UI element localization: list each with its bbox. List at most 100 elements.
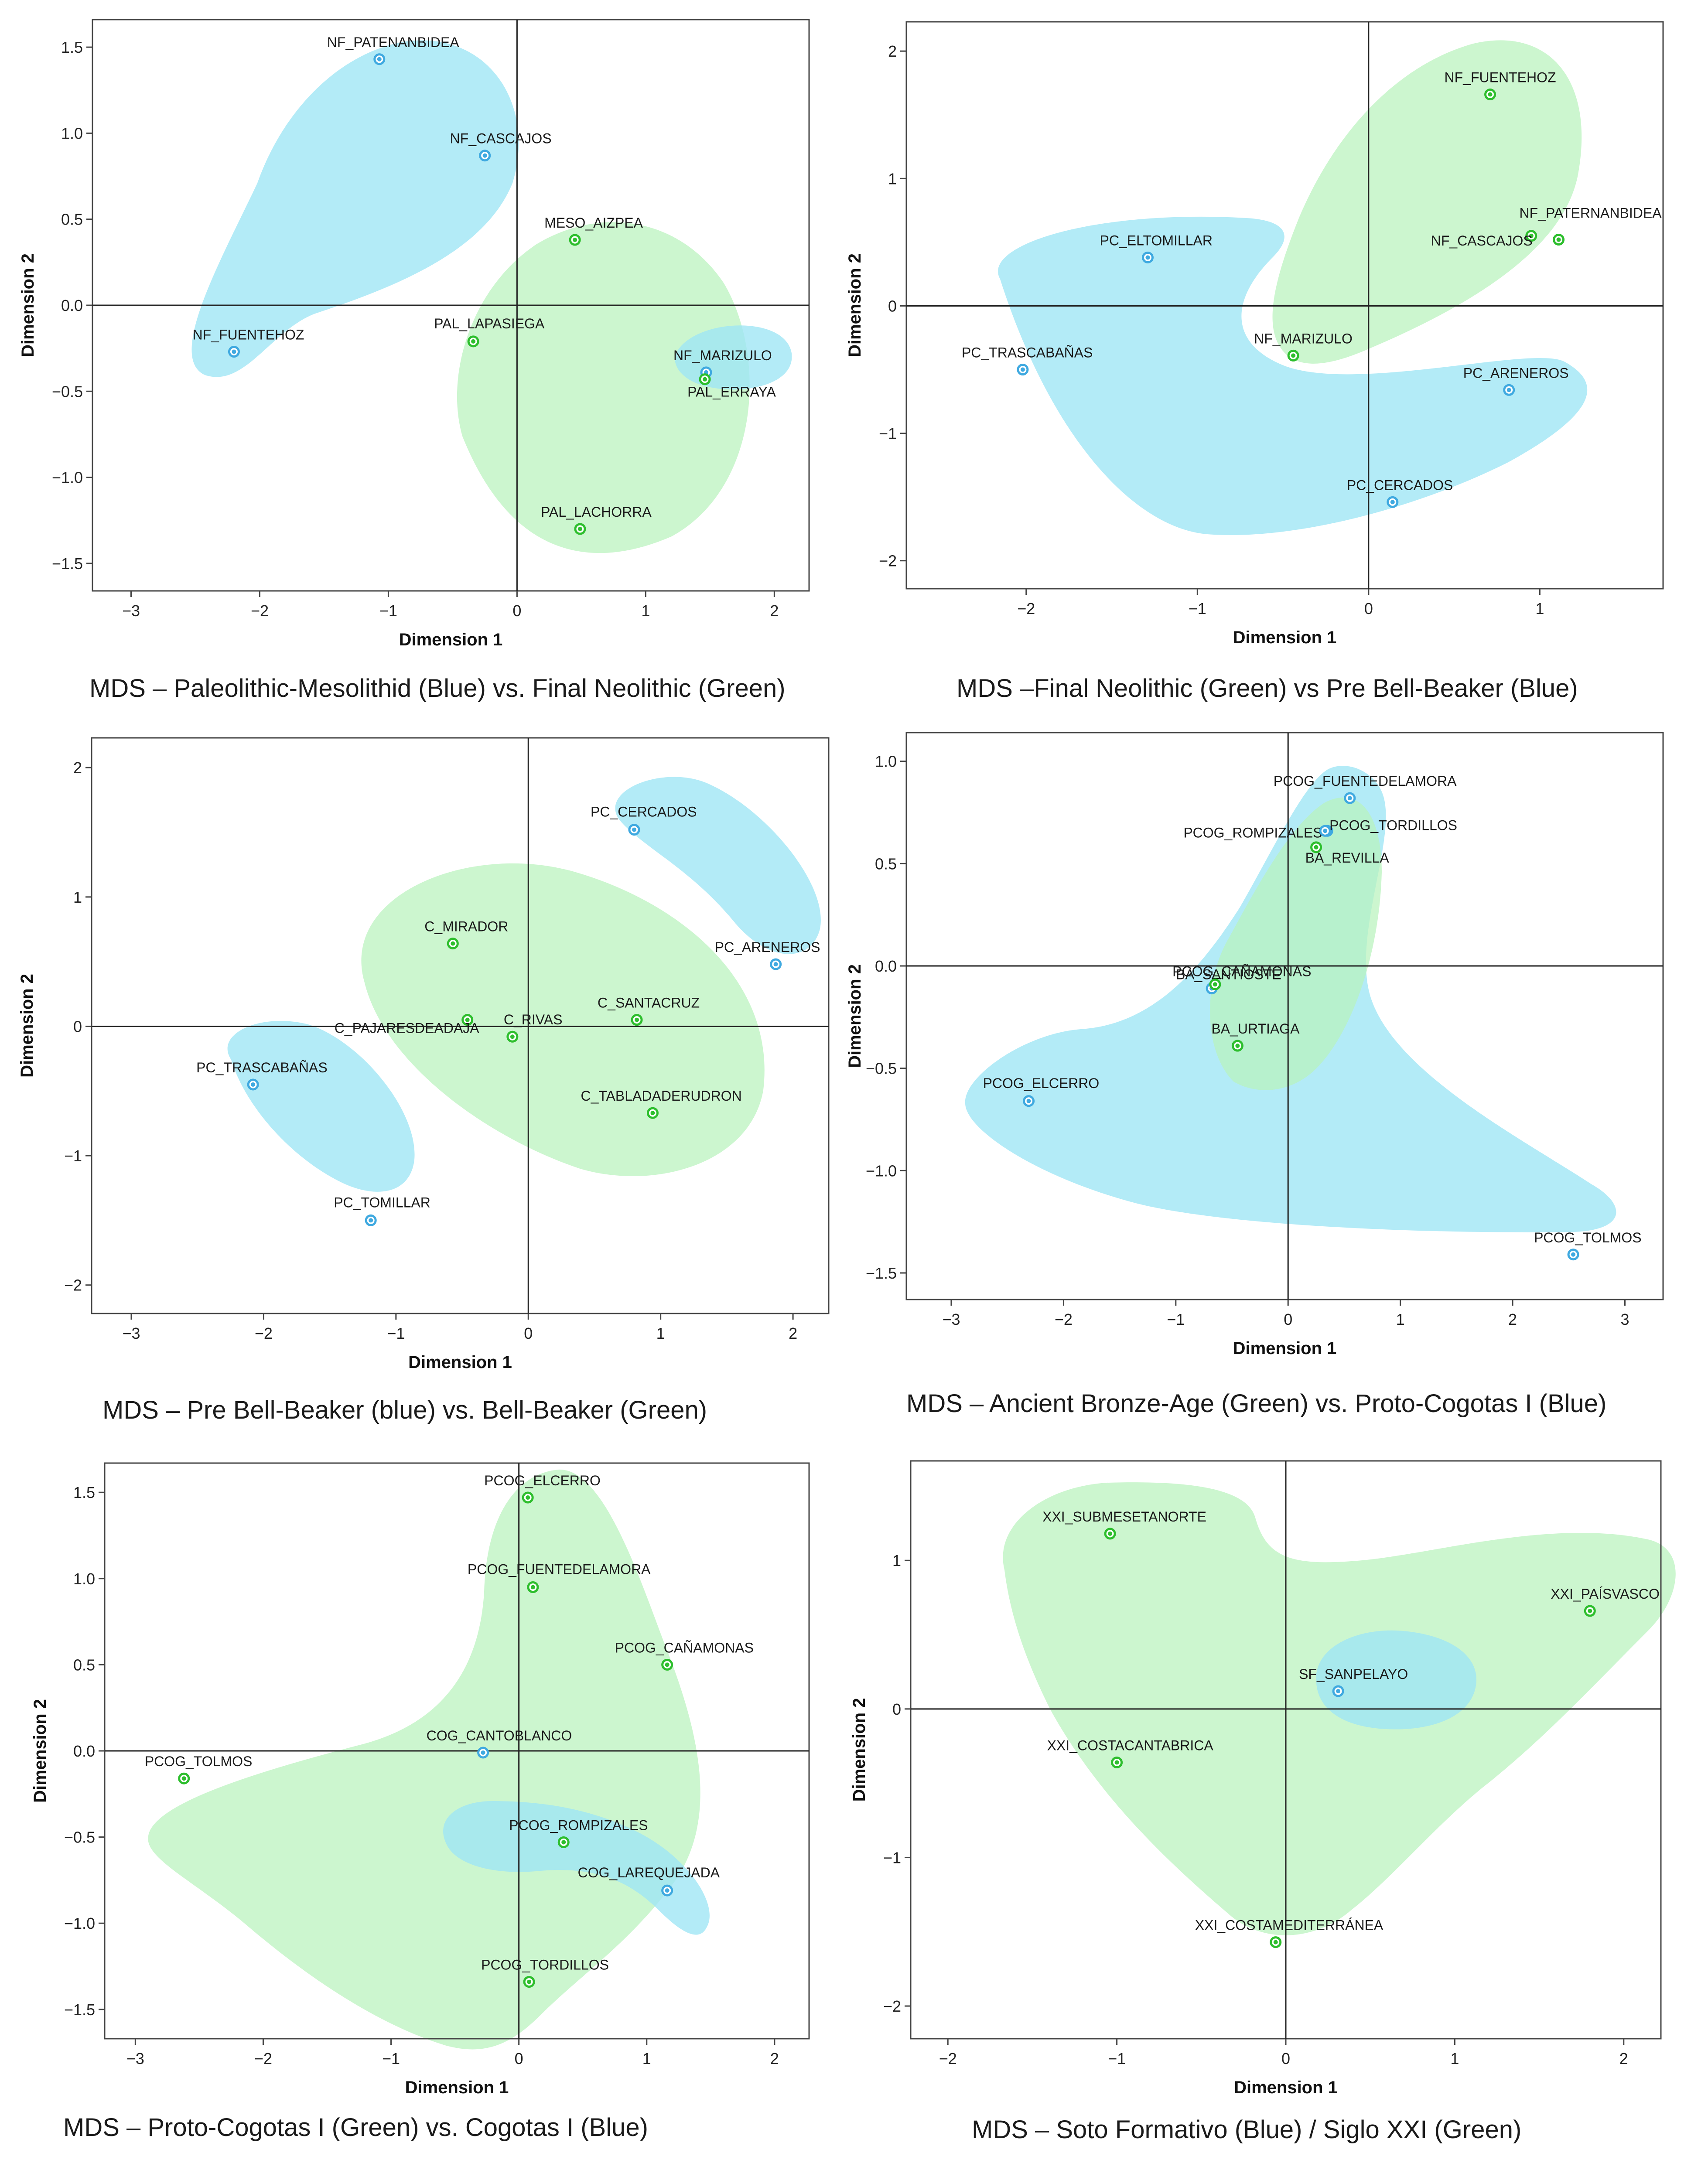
data-point-center xyxy=(527,1979,532,1984)
data-point-center xyxy=(703,377,707,382)
x-tick-label: 2 xyxy=(770,602,779,620)
point-label: NF_MARIZULO xyxy=(673,348,772,363)
data-point-center xyxy=(1488,92,1493,97)
point-label: PAL_LAPASIEGA xyxy=(434,316,545,331)
data-point-center xyxy=(1114,1760,1119,1765)
y-tick-label: 2 xyxy=(888,42,897,60)
point-label: XXI_COSTAMEDITERRÁNEA xyxy=(1195,1917,1383,1933)
point-label: COG_CANTOBLANCO xyxy=(427,1728,572,1743)
point-label: NF_MARIZULO xyxy=(1254,331,1353,346)
data-point-center xyxy=(561,1840,566,1845)
y-tick-label: 0.0 xyxy=(73,1742,95,1760)
x-tick-label: −3 xyxy=(122,1324,140,1342)
x-tick-label: 2 xyxy=(1508,1310,1517,1328)
point-label: PCOG_FUENTEDELAMORA xyxy=(468,1562,651,1577)
data-point-center xyxy=(1556,237,1561,242)
point-label: PC_CERCADOS xyxy=(1347,477,1453,493)
point-label: NF_CASCAJOS xyxy=(1431,233,1533,249)
scatter-plot: −3 −2 −1 0 1 2 1.5 1.0 0.5 0.0 −0.5 −1.0 −1.5 Dimensi… xyxy=(18,19,810,649)
data-point-center xyxy=(1390,500,1395,505)
point-label: PCOG_TOLMOS xyxy=(145,1754,253,1769)
point-label: PCOG_TORDILLOS xyxy=(1329,817,1457,833)
y-tick-label: −2 xyxy=(883,1997,901,2015)
y-tick-label: 1.0 xyxy=(73,1570,95,1588)
data-point-center xyxy=(1145,255,1150,260)
green-group-region xyxy=(1210,797,1382,1090)
data-point-center xyxy=(369,1218,373,1223)
data-point-center xyxy=(1323,829,1328,833)
point-label: PC_CERCADOS xyxy=(591,804,697,820)
x-axis-label: Dimension 1 xyxy=(1234,2078,1338,2097)
panel-caption: MDS – Ancient Bronze-Age (Green) vs. Pro… xyxy=(906,1389,1607,1418)
x-tick-label: 2 xyxy=(1619,2050,1628,2067)
mds-panel-soto-formativo-vs-siglo-xxi: −2 −1 0 1 2 1 0 −1 −2 Dimension 1 Dimension 2 XXI_S… xyxy=(850,1439,1708,2163)
x-axis-label: Dimension 1 xyxy=(399,630,503,649)
panel-caption: MDS –Final Neolithic (Green) vs Pre Bell… xyxy=(956,674,1578,703)
data-point-center xyxy=(1213,982,1217,987)
mds-panel-final-neolithic-vs-pre-bell-beaker: −2 −1 0 1 2 1 0 −1 −2 Dimension 1 Dimension 2 NF_FU… xyxy=(845,0,1708,720)
x-axis-label: Dimension 1 xyxy=(1233,628,1337,647)
data-point-center xyxy=(1026,1099,1031,1103)
y-tick-label: −1.5 xyxy=(64,2001,95,2019)
y-tick-label: 1 xyxy=(73,888,82,906)
data-point-center xyxy=(465,1017,470,1022)
green-group-region xyxy=(1272,40,1582,364)
point-label: XXI_PAÍSVASCO xyxy=(1551,1586,1660,1602)
data-point-center xyxy=(665,1888,670,1893)
point-label: NF_PATENANBIDEA xyxy=(327,34,460,50)
data-point-center xyxy=(665,1662,670,1667)
data-point-center xyxy=(1108,1531,1113,1536)
x-tick-label: −2 xyxy=(255,1324,273,1342)
point-label: PCOG_CAÑAMONAS xyxy=(615,1640,754,1655)
x-tick-label: −1 xyxy=(379,602,397,620)
data-point-center xyxy=(1235,1044,1240,1048)
point-label: PCOG_TORDILLOS xyxy=(481,1957,609,1973)
point-label: NF_FUENTEHOZ xyxy=(192,327,304,343)
point-label: BA_REVILLA xyxy=(1305,850,1390,866)
mds-panel-pre-bell-beaker-vs-bell-beaker: −3 −2 −1 0 1 2 2 1 0 −1 −2 Dimension 1 Dimension 2 PC… xyxy=(0,720,854,1439)
y-tick-label: −1 xyxy=(64,1147,82,1165)
y-tick-label: 1.5 xyxy=(73,1484,95,1501)
y-tick-label: −1 xyxy=(883,1849,901,1866)
mds-panel-proto-cogotas-vs-cogotas: −3 −2 −1 0 1 2 1.5 1.0 0.5 0.0 −0.5 −1.0 −1.5 Dimensi… xyxy=(0,1439,854,2163)
y-tick-label: −0.5 xyxy=(64,1829,95,1846)
x-tick-label: 3 xyxy=(1620,1310,1629,1328)
point-label: NF_PATERNANBIDEA xyxy=(1520,205,1662,221)
data-point-center xyxy=(1314,845,1319,850)
point-label: PCOG_TOLMOS xyxy=(1534,1230,1642,1245)
data-point-center xyxy=(232,349,236,354)
data-point-center xyxy=(773,962,778,967)
data-point-center xyxy=(1571,1252,1576,1257)
point-label: PC_TOMILLAR xyxy=(334,1194,430,1210)
x-axis-label: Dimension 1 xyxy=(408,1353,512,1372)
x-tick-label: −2 xyxy=(1017,600,1035,618)
blue-group-region xyxy=(615,777,821,954)
y-tick-label: −2 xyxy=(64,1276,82,1294)
point-label: PAL_ERRAYA xyxy=(687,384,776,400)
green-group-region xyxy=(148,1469,700,2050)
point-label: C_SANTACRUZ xyxy=(598,995,700,1011)
data-point-center xyxy=(1506,388,1511,392)
data-point-center xyxy=(481,1750,485,1755)
data-point-center xyxy=(650,1111,655,1116)
x-tick-label: −1 xyxy=(1189,600,1206,618)
point-label: NF_FUENTEHOZ xyxy=(1445,70,1556,85)
data-point-center xyxy=(573,238,577,242)
x-tick-label: −1 xyxy=(1167,1310,1185,1328)
plot-frame xyxy=(905,732,1664,1300)
data-point-center xyxy=(1291,353,1296,358)
x-tick-label: 0 xyxy=(512,602,521,620)
point-label: MESO_AIZPEA xyxy=(544,215,643,231)
x-tick-label: 2 xyxy=(770,2050,779,2067)
point-label: PCOG_ROMPIZALES xyxy=(509,1817,648,1833)
point-label: C_PAJARESDEADAJA xyxy=(335,1020,480,1036)
y-tick-label: 0.5 xyxy=(875,855,897,873)
panel-caption: MDS – Proto-Cogotas I (Green) vs. Cogota… xyxy=(63,2113,648,2142)
x-tick-label: 1 xyxy=(656,1324,665,1342)
point-label: PC_ELTOMILLAR xyxy=(1100,232,1212,248)
point-label: SF_SANPELAYO xyxy=(1299,1666,1408,1682)
x-tick-label: 0 xyxy=(1364,600,1373,618)
x-tick-label: −2 xyxy=(1055,1310,1073,1328)
y-tick-label: 1.0 xyxy=(875,753,897,771)
